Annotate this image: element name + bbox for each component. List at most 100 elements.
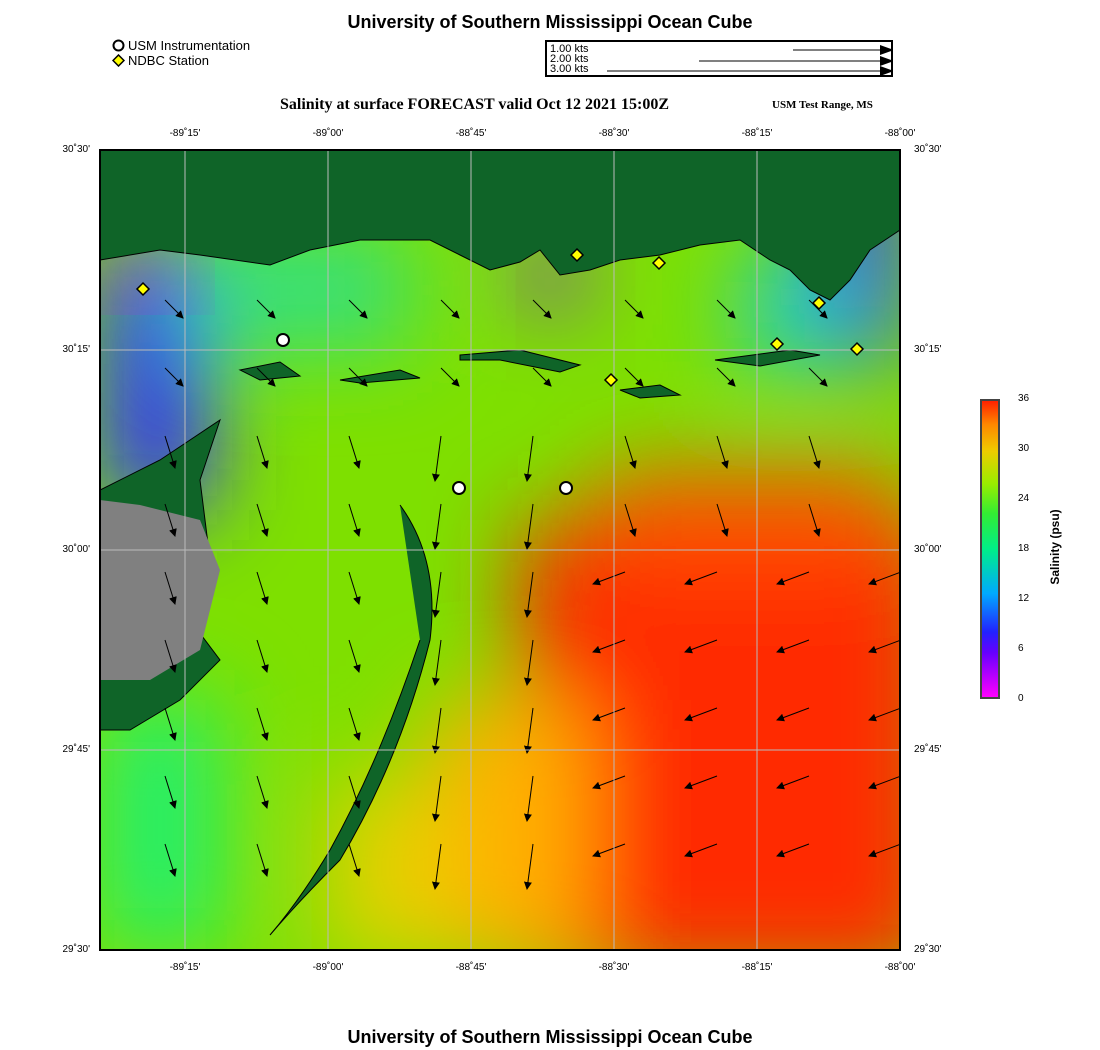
graticule bbox=[100, 150, 900, 950]
current-arrow bbox=[256, 707, 269, 741]
usm-instrument-marker[interactable] bbox=[452, 481, 466, 495]
lat-tick-label: 30˚15' bbox=[914, 344, 942, 355]
current-arrow bbox=[901, 368, 919, 386]
range-label: USM Test Range, MS bbox=[772, 99, 873, 111]
colorbar bbox=[980, 399, 1000, 699]
lon-tick-label: -88˚30' bbox=[598, 962, 630, 973]
current-arrow bbox=[164, 639, 177, 673]
colorbar-tick: 24 bbox=[1018, 493, 1030, 504]
current-arrow bbox=[523, 707, 534, 754]
current-arrow bbox=[164, 299, 184, 319]
current-arrow bbox=[684, 775, 718, 790]
current-arrow bbox=[348, 503, 361, 537]
lat-tick-label: 30˚00' bbox=[62, 544, 91, 555]
ndbc-station-marker[interactable] bbox=[603, 372, 619, 388]
current-arrow bbox=[164, 707, 177, 741]
current-arrow bbox=[868, 775, 900, 790]
current-arrow bbox=[440, 367, 460, 387]
current-arrow bbox=[348, 435, 361, 469]
lat-tick-label: 30˚30' bbox=[914, 144, 942, 155]
current-arrow bbox=[624, 299, 644, 319]
current-arrow bbox=[523, 639, 534, 686]
legend-usm: USM Instrumentation bbox=[128, 38, 251, 53]
current-arrow bbox=[256, 503, 269, 537]
current-arrow bbox=[776, 639, 810, 654]
current-arrow bbox=[901, 436, 911, 468]
lat-tick-label: 30˚00' bbox=[914, 544, 942, 555]
lon-tick-label: -89˚00' bbox=[312, 962, 344, 973]
current-arrow bbox=[624, 367, 644, 387]
current-arrow bbox=[164, 571, 177, 605]
current-arrow bbox=[868, 707, 900, 722]
lat-tick-label: 29˚30' bbox=[914, 944, 942, 955]
lon-tick-label: -88˚45' bbox=[455, 962, 487, 973]
current-arrow bbox=[592, 775, 626, 790]
current-arrow bbox=[808, 435, 821, 469]
current-arrow bbox=[716, 435, 729, 469]
current-arrow bbox=[716, 299, 736, 319]
current-arrow bbox=[868, 639, 900, 654]
current-arrow bbox=[348, 707, 361, 741]
current-arrow bbox=[348, 299, 368, 319]
current-arrow bbox=[684, 571, 718, 586]
current-arrow bbox=[431, 843, 442, 890]
colorbar-tick: 36 bbox=[1018, 393, 1030, 404]
current-arrow bbox=[684, 843, 718, 858]
current-arrow bbox=[348, 639, 361, 673]
lon-tick-label: -89˚00' bbox=[312, 128, 344, 139]
current-arrow bbox=[164, 843, 177, 877]
lat-tick-label: 29˚30' bbox=[62, 944, 91, 955]
current-arrow bbox=[256, 639, 269, 673]
current-arrow bbox=[776, 571, 810, 586]
current-arrow bbox=[624, 503, 637, 537]
current-arrow bbox=[348, 571, 361, 605]
station-legend: USM Instrumentation NDBC Station bbox=[112, 38, 250, 68]
subtitle: Salinity at surface FORECAST valid Oct 1… bbox=[280, 96, 670, 113]
scale-arrows bbox=[607, 45, 893, 76]
current-arrow bbox=[431, 571, 442, 618]
ndbc-station-marker[interactable] bbox=[651, 255, 667, 271]
lon-tick-label: -88˚45' bbox=[455, 128, 487, 139]
colorbar-tick: 18 bbox=[1018, 543, 1030, 554]
lat-tick-label: 30˚30' bbox=[62, 144, 91, 155]
ndbc-station-marker[interactable] bbox=[849, 341, 865, 357]
usm-instrument-marker[interactable] bbox=[559, 481, 573, 495]
current-arrow bbox=[431, 435, 442, 482]
current-arrow bbox=[776, 707, 810, 722]
current-arrow bbox=[868, 571, 900, 586]
current-arrow bbox=[901, 504, 911, 536]
scale-2kt: 2.00 kts bbox=[550, 53, 589, 65]
lat-tick-label: 30˚15' bbox=[62, 344, 91, 355]
scale-1kt: 1.00 kts bbox=[550, 43, 589, 55]
colorbar-tick: 6 bbox=[1018, 643, 1024, 654]
colorbar-title: Salinity (psu) bbox=[1048, 509, 1062, 585]
ndbc-station-marker[interactable] bbox=[569, 247, 585, 263]
colorbar-tick: 12 bbox=[1018, 593, 1030, 604]
current-arrow bbox=[431, 707, 442, 754]
current-arrow bbox=[532, 367, 552, 387]
usm-instrument-marker[interactable] bbox=[276, 333, 290, 347]
current-arrow bbox=[532, 299, 552, 319]
ndbc-station-marker[interactable] bbox=[135, 281, 151, 297]
current-arrow bbox=[808, 367, 828, 387]
current-arrow bbox=[440, 299, 460, 319]
current-arrow bbox=[164, 367, 184, 387]
current-arrow bbox=[808, 503, 821, 537]
current-arrow bbox=[624, 435, 637, 469]
lon-tick-label: -88˚30' bbox=[598, 128, 630, 139]
legend-ndbc: NDBC Station bbox=[128, 53, 209, 68]
lon-tick-label: -89˚15' bbox=[169, 962, 201, 973]
current-arrow bbox=[523, 775, 534, 822]
lon-tick-label: -88˚00' bbox=[884, 962, 916, 973]
current-arrow bbox=[592, 843, 626, 858]
ndbc-station-marker[interactable] bbox=[811, 295, 827, 311]
marsh-area bbox=[100, 500, 220, 680]
ndbc-station-marker[interactable] bbox=[769, 336, 785, 352]
usm-circle-icon bbox=[112, 39, 125, 52]
ndbc-diamond-icon bbox=[112, 54, 125, 67]
current-arrow bbox=[592, 571, 626, 586]
current-arrow bbox=[592, 707, 626, 722]
vector-scale-box: 1.00 kts 2.00 kts 3.00 kts bbox=[545, 40, 893, 77]
current-arrow bbox=[256, 435, 269, 469]
